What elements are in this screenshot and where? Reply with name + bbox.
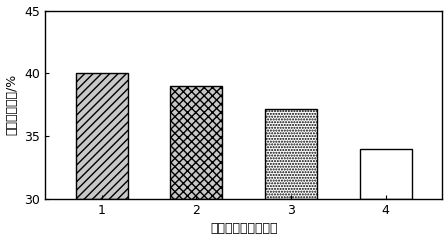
Y-axis label: 乙烯内烯化率/%: 乙烯内烯化率/%: [5, 74, 18, 135]
Bar: [76, 73, 128, 199]
Bar: [170, 86, 222, 199]
X-axis label: 催化剂重复使用次数: 催化剂重复使用次数: [210, 222, 277, 235]
Bar: [265, 108, 317, 199]
Bar: [360, 149, 412, 199]
